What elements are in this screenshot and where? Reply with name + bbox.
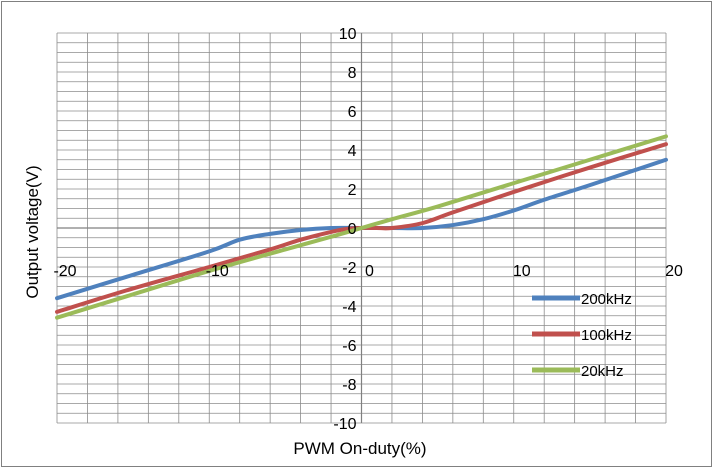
y-tick-label: -10 [333,416,356,433]
y-tick-label: 8 [348,65,357,82]
y-tick-label: -2 [342,260,356,277]
legend-item-2: 20kHz [532,363,624,380]
legend-item-1: 100kHz [532,327,632,344]
x-axis-title: PWM On-duty(%) [293,439,426,458]
y-tick-label: 6 [348,104,357,121]
y-tick-label: 2 [348,182,357,199]
legend: 200kHz 100kHz 20kHz [532,291,632,380]
x-tick-label: 0 [365,263,374,280]
series-line-20khz [55,134,668,320]
legend-label-100khz: 100kHz [581,327,632,344]
legend-label-20khz: 20kHz [581,363,624,380]
y-tick-label: -6 [342,338,356,355]
legend-item-0: 200kHz [532,291,632,308]
legend-label-200khz: 200kHz [581,291,632,308]
x-tick-label: 20 [665,263,683,280]
y-tick-label: 0 [348,221,357,238]
y-tick-label: -4 [342,299,356,316]
x-tick-label: 10 [513,263,531,280]
y-axis-title: Output voltage(V) [23,165,42,298]
series-lines [55,134,668,320]
x-tick-label: -10 [206,263,229,280]
y-tick-label: 4 [348,143,357,160]
y-tick-label: -8 [342,377,356,394]
x-tick-label: -20 [53,263,76,280]
y-tick-label: 10 [339,26,357,43]
